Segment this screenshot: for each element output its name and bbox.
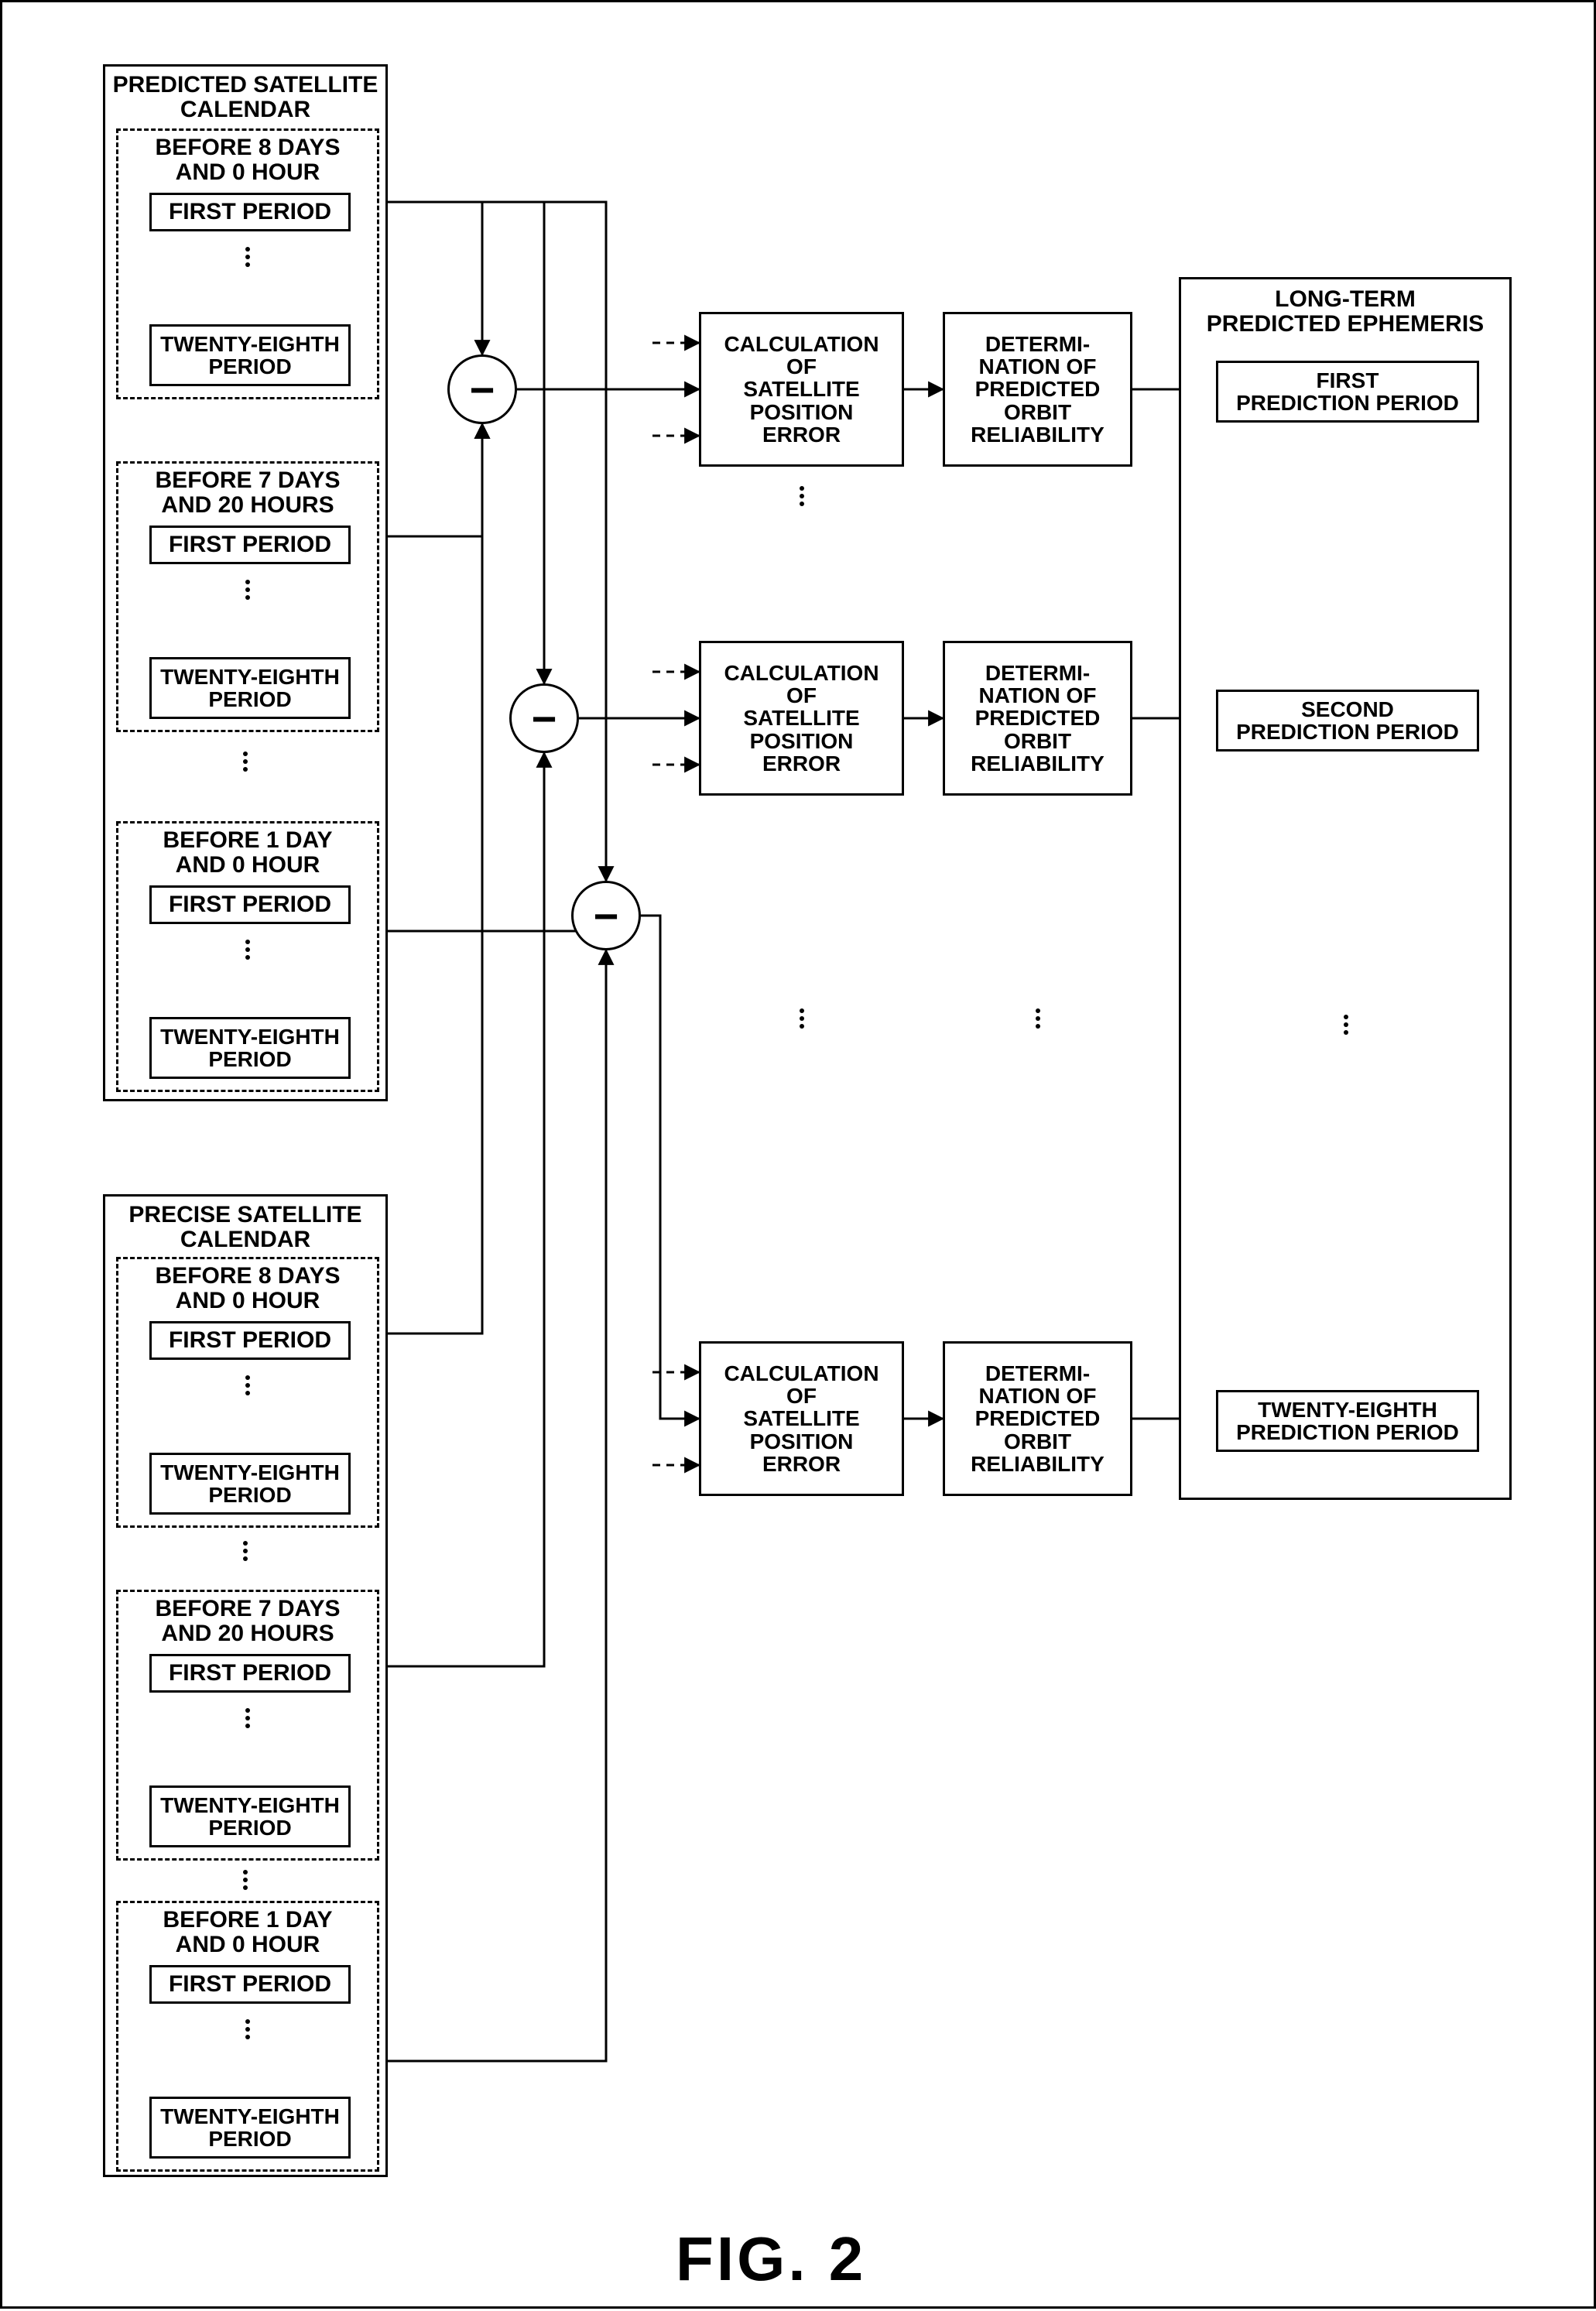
predicted-group-2: BEFORE 7 DAYS AND 20 HOURS FIRST PERIOD …	[116, 461, 379, 732]
precise-g2-last: TWENTY-EIGHTH PERIOD	[149, 1785, 351, 1847]
calc-text-3: CALCULATION OF SATELLITE POSITION ERROR	[724, 1362, 878, 1476]
precise-title: PRECISE SATELLITE CALENDAR	[105, 1203, 385, 1251]
dots	[243, 752, 248, 772]
predicted-g1-first: FIRST PERIOD	[149, 193, 351, 231]
dots	[245, 2019, 250, 2039]
subtractor-2: −	[509, 683, 579, 753]
precise-g2-header: BEFORE 7 DAYS AND 20 HOURS	[118, 1597, 377, 1645]
precise-calendar-box: PRECISE SATELLITE CALENDAR BEFORE 8 DAYS…	[103, 1194, 388, 2177]
precise-g2-first: FIRST PERIOD	[149, 1654, 351, 1693]
predicted-g1-last-text: TWENTY-EIGHTH PERIOD	[160, 333, 340, 378]
dots	[245, 1375, 250, 1395]
precise-g3-header: BEFORE 1 DAY AND 0 HOUR	[118, 1908, 377, 1957]
dots	[245, 940, 250, 960]
precise-g1-last-text: TWENTY-EIGHTH PERIOD	[160, 1461, 340, 1507]
minus-icon: −	[470, 365, 495, 415]
ephemeris-box: LONG-TERM PREDICTED EPHEMERIS FIRST PRED…	[1179, 277, 1512, 1500]
ephemeris-row-2-text: SECOND PREDICTION PERIOD	[1236, 698, 1459, 744]
calc-box-3: CALCULATION OF SATELLITE POSITION ERROR	[699, 1341, 904, 1496]
predicted-g3-first: FIRST PERIOD	[149, 885, 351, 924]
predicted-g1-first-text: FIRST PERIOD	[169, 199, 331, 225]
determ-text-3: DETERMI- NATION OF PREDICTED ORBIT RELIA…	[971, 1362, 1105, 1476]
ephemeris-row-1: FIRST PREDICTION PERIOD	[1216, 361, 1479, 423]
precise-g3-first-text: FIRST PERIOD	[169, 1971, 331, 1998]
predicted-g3-last-text: TWENTY-EIGHTH PERIOD	[160, 1025, 340, 1071]
subtractor-3: −	[571, 881, 641, 950]
subtractor-1: −	[447, 354, 517, 424]
predicted-group-1: BEFORE 8 DAYS AND 0 HOUR FIRST PERIOD TW…	[116, 128, 379, 399]
precise-group-3: BEFORE 1 DAY AND 0 HOUR FIRST PERIOD TWE…	[116, 1901, 379, 2172]
calc-box-2: CALCULATION OF SATELLITE POSITION ERROR	[699, 641, 904, 796]
dots	[243, 1870, 248, 1890]
predicted-g2-first-text: FIRST PERIOD	[169, 532, 331, 558]
precise-g1-header: BEFORE 8 DAYS AND 0 HOUR	[118, 1264, 377, 1313]
precise-g3-first: FIRST PERIOD	[149, 1965, 351, 2004]
predicted-group-3: BEFORE 1 DAY AND 0 HOUR FIRST PERIOD TWE…	[116, 821, 379, 1092]
dots	[800, 1008, 804, 1029]
calc-text-2: CALCULATION OF SATELLITE POSITION ERROR	[724, 662, 878, 775]
minus-icon: −	[594, 891, 619, 941]
predicted-g2-first: FIRST PERIOD	[149, 526, 351, 564]
dots	[243, 1541, 248, 1561]
ephemeris-row-3-text: TWENTY-EIGHTH PREDICTION PERIOD	[1236, 1399, 1459, 1444]
ephemeris-row-3: TWENTY-EIGHTH PREDICTION PERIOD	[1216, 1390, 1479, 1452]
precise-g1-first: FIRST PERIOD	[149, 1321, 351, 1360]
dots	[800, 486, 804, 506]
determ-box-1: DETERMI- NATION OF PREDICTED ORBIT RELIA…	[943, 312, 1132, 467]
precise-g2-last-text: TWENTY-EIGHTH PERIOD	[160, 1794, 340, 1840]
predicted-g2-last: TWENTY-EIGHTH PERIOD	[149, 657, 351, 719]
figure-label: FIG. 2	[676, 2224, 866, 2295]
calc-text-1: CALCULATION OF SATELLITE POSITION ERROR	[724, 333, 878, 447]
predicted-title: PREDICTED SATELLITE CALENDAR	[105, 73, 385, 122]
predicted-g1-header: BEFORE 8 DAYS AND 0 HOUR	[118, 135, 377, 184]
dots	[245, 580, 250, 600]
predicted-g2-header: BEFORE 7 DAYS AND 20 HOURS	[118, 468, 377, 517]
precise-g1-first-text: FIRST PERIOD	[169, 1327, 331, 1354]
dots	[1344, 1015, 1348, 1035]
ephemeris-row-1-text: FIRST PREDICTION PERIOD	[1236, 369, 1459, 415]
predicted-g1-last: TWENTY-EIGHTH PERIOD	[149, 324, 351, 386]
page: PREDICTED SATELLITE CALENDAR BEFORE 8 DA…	[0, 0, 1596, 2309]
precise-g3-last: TWENTY-EIGHTH PERIOD	[149, 2097, 351, 2159]
determ-box-3: DETERMI- NATION OF PREDICTED ORBIT RELIA…	[943, 1341, 1132, 1496]
predicted-g3-last: TWENTY-EIGHTH PERIOD	[149, 1017, 351, 1079]
predicted-g2-last-text: TWENTY-EIGHTH PERIOD	[160, 666, 340, 711]
ephemeris-row-2: SECOND PREDICTION PERIOD	[1216, 690, 1479, 752]
dots	[245, 247, 250, 267]
predicted-calendar-box: PREDICTED SATELLITE CALENDAR BEFORE 8 DA…	[103, 64, 388, 1101]
minus-icon: −	[532, 693, 557, 744]
determ-text-1: DETERMI- NATION OF PREDICTED ORBIT RELIA…	[971, 333, 1105, 447]
calc-box-1: CALCULATION OF SATELLITE POSITION ERROR	[699, 312, 904, 467]
precise-group-2: BEFORE 7 DAYS AND 20 HOURS FIRST PERIOD …	[116, 1590, 379, 1861]
determ-box-2: DETERMI- NATION OF PREDICTED ORBIT RELIA…	[943, 641, 1132, 796]
dots	[1036, 1008, 1040, 1029]
determ-text-2: DETERMI- NATION OF PREDICTED ORBIT RELIA…	[971, 662, 1105, 775]
precise-g3-last-text: TWENTY-EIGHTH PERIOD	[160, 2105, 340, 2151]
predicted-g3-first-text: FIRST PERIOD	[169, 892, 331, 918]
predicted-g3-header: BEFORE 1 DAY AND 0 HOUR	[118, 828, 377, 877]
ephemeris-title: LONG-TERM PREDICTED EPHEMERIS	[1181, 287, 1509, 336]
dots	[245, 1708, 250, 1728]
precise-group-1: BEFORE 8 DAYS AND 0 HOUR FIRST PERIOD TW…	[116, 1257, 379, 1528]
precise-g1-last: TWENTY-EIGHTH PERIOD	[149, 1453, 351, 1515]
precise-g2-first-text: FIRST PERIOD	[169, 1660, 331, 1686]
